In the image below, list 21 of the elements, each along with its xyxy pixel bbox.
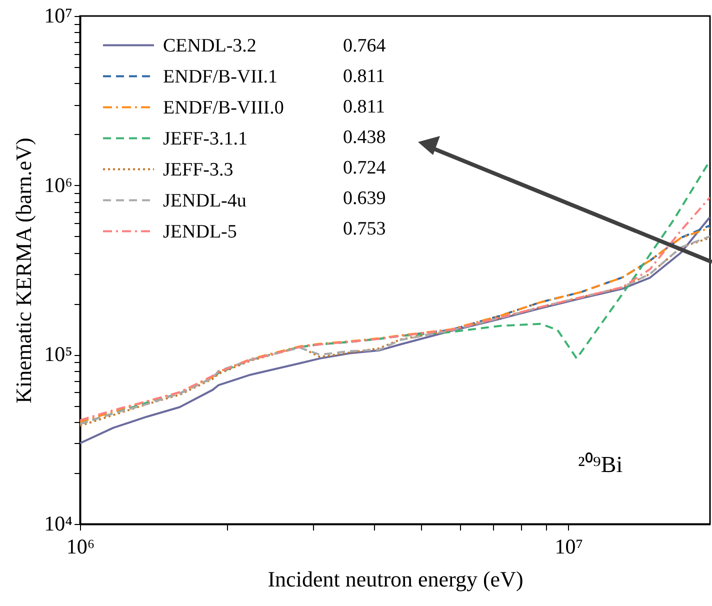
y-axis-title: Kinematic KERMA (barn.eV) <box>11 138 36 404</box>
legend-label: JEFF-3.1.1 <box>163 128 248 150</box>
annotation: 0.438 <box>343 126 386 148</box>
annotation: 0.811 <box>343 96 386 118</box>
legend-label: CENDL-3.2 <box>163 35 256 56</box>
y-tick-label: 10⁷ <box>44 4 72 28</box>
annotation: 0.764 <box>343 35 386 56</box>
legend-label: ENDF/B-VII.1 <box>163 66 278 88</box>
legend-label: JEFF-3.3 <box>163 159 234 180</box>
annotation: 0.724 <box>343 157 386 178</box>
legend-label: JENDL-5 <box>163 221 237 242</box>
annotation: 0.639 <box>343 188 386 209</box>
x-axis-title: Incident neutron energy (eV) <box>268 566 524 592</box>
annotation: 0.811 <box>343 66 386 87</box>
y-tick-label: 10⁴ <box>44 512 72 536</box>
legend-label: JENDL-4u <box>163 190 247 212</box>
annotation: ²⁰⁹Bi <box>578 452 623 477</box>
y-tick-label: 10⁵ <box>44 342 72 366</box>
legend-label: ENDF/B-VIII.0 <box>163 97 284 118</box>
y-tick-label: 10⁶ <box>44 172 72 197</box>
annotation: 0.753 <box>343 218 386 240</box>
